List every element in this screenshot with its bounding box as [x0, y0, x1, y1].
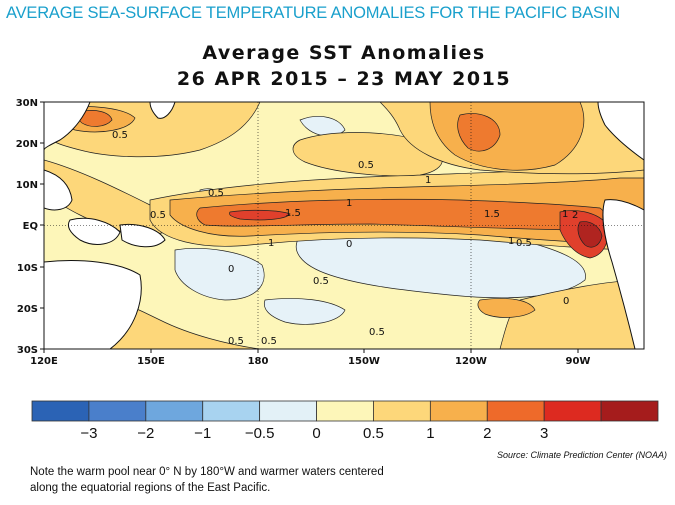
lon-label-180: 180	[248, 356, 269, 367]
land-new-guinea	[119, 223, 166, 248]
land-southeast-asia	[44, 169, 73, 211]
cool-region-southwest	[174, 248, 265, 301]
lon-label-150e: 150E	[137, 356, 165, 367]
colorbar-tick-label: 0.5	[363, 425, 384, 442]
map-gridlines	[44, 102, 644, 349]
colorbar-tick-label: 1	[426, 425, 434, 442]
contour-label: 0.5	[208, 188, 224, 199]
colorbar-swatch	[486, 400, 545, 422]
contour-label: 0.5	[369, 327, 385, 338]
colorbar-swatch	[600, 400, 659, 422]
colorbar-tick-label: 0	[312, 425, 320, 442]
contour-label: 0.5	[358, 160, 374, 171]
land-borneo	[67, 217, 121, 245]
lat-label-10n: 10N	[16, 180, 38, 191]
colorbar-tick-label: −2	[137, 425, 154, 442]
lat-label-10s: 10S	[17, 263, 38, 274]
lat-label-20n: 20N	[16, 139, 38, 150]
contour-label: 0.5	[516, 238, 532, 249]
colorbar-swatch	[259, 400, 317, 422]
lat-label-30s: 30S	[17, 345, 38, 356]
cool-patch-north	[299, 116, 346, 137]
lat-label-eq: EQ	[23, 221, 38, 232]
contour-label: 1	[425, 175, 431, 186]
contour-label: 0.5	[261, 336, 277, 347]
contour-label: 2	[572, 210, 578, 221]
contour-label: 1	[508, 236, 514, 247]
map-title: Average SST Anomalies	[202, 42, 486, 64]
colorbar-tick-label: −0.5	[245, 425, 275, 442]
colorbar-swatch	[88, 400, 147, 422]
colorbar-swatch	[145, 400, 204, 422]
lon-label-90w: 90W	[566, 356, 591, 367]
lat-label-30n: 30N	[16, 98, 38, 109]
colorbar-tick-label: 2	[483, 425, 491, 442]
land-south-america	[602, 199, 644, 349]
axis-ticks	[40, 101, 579, 353]
warm-region-north-central	[292, 132, 443, 177]
land-north-america	[597, 102, 644, 161]
cool-patch-south	[263, 298, 346, 325]
lon-label-120w: 120W	[455, 356, 487, 367]
colorbar-tick-label: 3	[540, 425, 548, 442]
contour-label: 1.5	[484, 209, 500, 220]
warm-1-5-northeast-patch	[457, 113, 501, 152]
colorbar-swatch	[429, 400, 488, 422]
colorbar-tick-label: −3	[80, 425, 97, 442]
land-australia	[44, 260, 142, 349]
contour-label: 0.5	[228, 336, 244, 347]
contour-label: 1	[562, 209, 568, 220]
contour-label: 0	[563, 296, 569, 307]
warm-2-central-patch	[229, 209, 291, 221]
colorbar-swatch	[543, 400, 602, 422]
land-masses	[44, 102, 644, 349]
map-field	[44, 102, 644, 349]
colorbar-swatch	[373, 400, 431, 422]
color-scale-bar: −3 −2 −1 −0.5 0 0.5 1 2 3	[31, 400, 659, 442]
colorbar-swatch	[316, 400, 374, 422]
contour-label: 0	[346, 239, 352, 250]
lon-label-120e: 120E	[30, 356, 58, 367]
figure-caption: Note the warm pool near 0° N by 180°W an…	[30, 466, 384, 494]
land-asia-mainland	[44, 102, 91, 151]
contour-label: 1	[346, 198, 352, 209]
contour-label: 1.5	[285, 208, 301, 219]
colorbar-swatch	[31, 400, 90, 422]
contour-label: 0.5	[150, 210, 166, 221]
map-date-range: 26 APR 2015 – 23 MAY 2015	[176, 68, 512, 90]
source-credit: Source: Climate Prediction Center (NOAA)	[496, 450, 667, 460]
lat-label-20s: 20S	[17, 304, 38, 315]
contour-label: 0	[228, 264, 234, 275]
contour-label: 0.5	[313, 276, 329, 287]
contour-label: 0.5	[112, 130, 128, 141]
colorbar-swatch	[202, 400, 261, 422]
warm-1-patch-south	[477, 298, 536, 318]
warm-3-east-core	[577, 221, 603, 248]
land-japan	[149, 102, 176, 119]
lon-label-150w: 150W	[348, 356, 380, 367]
headline: AVERAGE SEA-SURFACE TEMPERATURE ANOMALIE…	[6, 4, 620, 22]
colorbar-tick-label: −1	[194, 425, 211, 442]
contour-label: 1	[268, 238, 274, 249]
